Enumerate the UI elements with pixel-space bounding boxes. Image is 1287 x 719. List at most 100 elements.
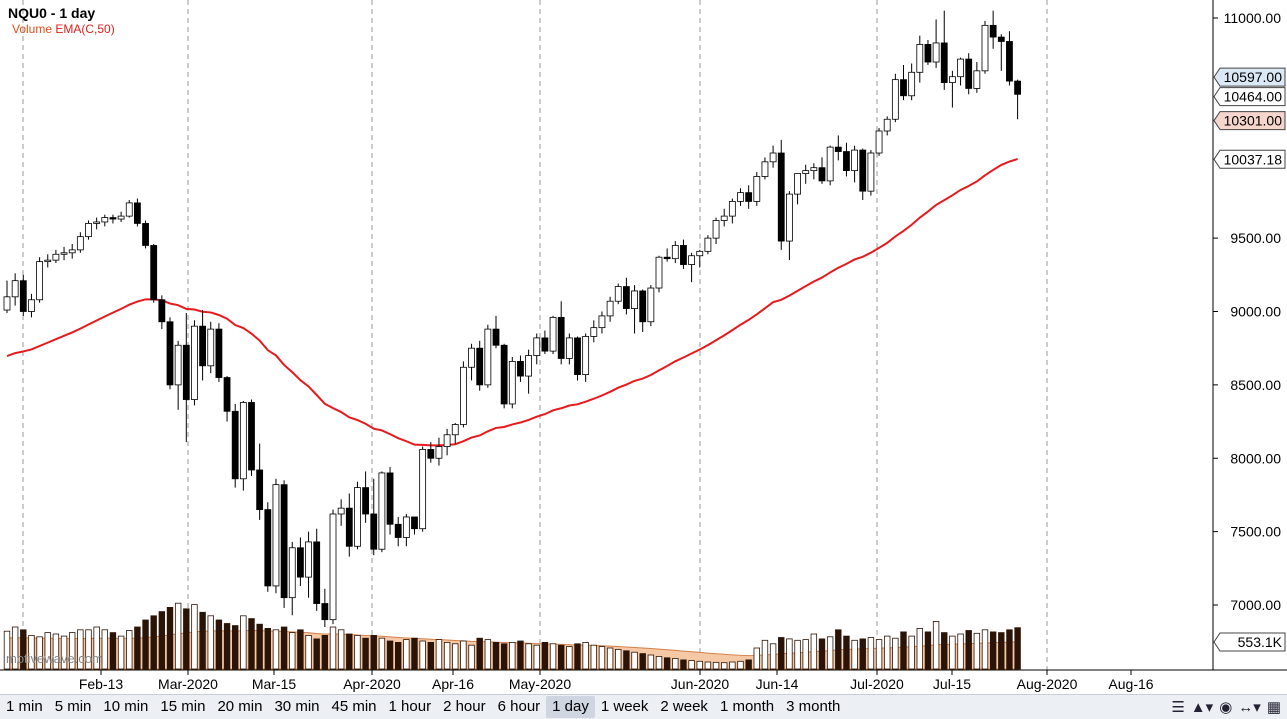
candle-body xyxy=(647,287,655,323)
y-tick-label: 8500.00 xyxy=(1230,377,1281,393)
timeframe-3-month[interactable]: 3 month xyxy=(786,698,841,715)
chart-area[interactable]: 11000.00 9500.00 9000.00 8500.00 8000.00 7500… xyxy=(0,0,1287,694)
timeframe-1-week[interactable]: 1 week xyxy=(600,698,649,715)
volume-bar xyxy=(321,635,329,670)
candle-body xyxy=(696,250,704,257)
volume-bar xyxy=(981,629,989,670)
volume-bar xyxy=(509,642,516,670)
candle-body xyxy=(419,449,427,530)
volume-bar xyxy=(549,643,557,670)
volume-bar xyxy=(289,632,296,670)
chart-type-icon[interactable]: ▲▾ xyxy=(1190,699,1214,716)
candle-body xyxy=(337,507,345,515)
volume-bar xyxy=(468,644,475,670)
timeframe-15-min[interactable]: 15 min xyxy=(160,698,206,715)
volume-bar xyxy=(582,642,589,670)
volume-bar xyxy=(142,619,149,670)
x-tick-label: Jul-2020 xyxy=(850,676,904,692)
volume-bar xyxy=(916,628,923,670)
candle-body xyxy=(11,280,19,298)
y-tick-label: 11000.00 xyxy=(1224,10,1282,26)
timeframe-1-hour[interactable]: 1 hour xyxy=(388,698,432,715)
volume-bar xyxy=(264,628,271,670)
volume-bar xyxy=(134,626,141,670)
volume-bar xyxy=(973,632,981,670)
volume-bar xyxy=(313,638,320,670)
toolbox-icon[interactable]: ▦ xyxy=(1266,699,1281,716)
candle-body xyxy=(288,547,296,599)
timeframe-2-hour[interactable]: 2 hour xyxy=(443,698,486,715)
timeframe-5-min[interactable]: 5 min xyxy=(54,698,92,715)
volume-bar xyxy=(672,658,679,670)
candle-body xyxy=(859,149,867,192)
candle-body xyxy=(940,42,948,83)
candle-body xyxy=(631,290,638,309)
volume-bar xyxy=(427,642,434,670)
timeframe-1-month[interactable]: 1 month xyxy=(719,698,775,715)
candle-body xyxy=(468,347,475,368)
candle-body xyxy=(223,377,231,412)
candle-body xyxy=(623,286,630,309)
ema-label: EMA(C,50) xyxy=(55,22,115,36)
candle-body xyxy=(305,541,312,578)
candle-body xyxy=(248,402,255,471)
timeframe-2-week[interactable]: 2 week xyxy=(660,698,708,715)
timeframe-45-min[interactable]: 45 min xyxy=(331,698,377,715)
candle-body xyxy=(166,321,174,386)
candle-body xyxy=(655,256,663,289)
volume-bar xyxy=(231,625,239,670)
volume-bar xyxy=(533,644,540,670)
volume-bar xyxy=(329,626,337,670)
candle-body xyxy=(19,280,27,312)
candle-body xyxy=(28,299,35,312)
candle-body xyxy=(345,507,353,547)
chart-legend: NQU0 - 1 day Volume EMA(C,50) xyxy=(8,5,115,37)
volume-bar xyxy=(965,630,972,670)
timeframe-30-min[interactable]: 30 min xyxy=(274,698,320,715)
scale-icon[interactable]: ↔▾ xyxy=(1238,699,1261,716)
volume-bar xyxy=(843,635,850,670)
candle-body xyxy=(557,316,565,359)
volume-bar xyxy=(769,643,777,670)
candle-body xyxy=(737,192,744,202)
x-tick-label: Aug-2020 xyxy=(1017,676,1078,692)
candle-body xyxy=(370,513,378,550)
timeframe-1-day[interactable]: 1 day xyxy=(546,696,595,718)
volume-bar xyxy=(892,637,899,670)
price-chart[interactable]: 11000.00 9500.00 9000.00 8500.00 8000.00 7500… xyxy=(0,0,1287,694)
volume-bar xyxy=(924,631,932,670)
candle-body xyxy=(52,253,60,261)
x-tick-label: Feb-13 xyxy=(79,676,124,692)
candle-body xyxy=(484,328,492,386)
volume-bar xyxy=(44,632,51,670)
volume-bar xyxy=(794,639,801,670)
y-tick-label: 7500.00 xyxy=(1230,524,1281,540)
volume-bar xyxy=(174,602,182,670)
volume-bar xyxy=(337,629,345,670)
candle-body xyxy=(614,286,622,302)
menu-icon[interactable]: ☰ xyxy=(1171,699,1185,716)
volume-bar xyxy=(28,635,35,670)
candle-body xyxy=(199,325,207,367)
candle-body xyxy=(671,245,679,260)
volume-bar xyxy=(69,632,76,670)
candle-body xyxy=(215,328,223,378)
candle-body xyxy=(867,152,875,192)
x-tick-label: Jul-15 xyxy=(933,676,971,692)
candle-body xyxy=(851,149,858,172)
volume-bar xyxy=(884,635,891,670)
candle-body xyxy=(598,315,606,329)
candle-body xyxy=(386,472,394,525)
eye-icon[interactable]: ◉ xyxy=(1219,699,1233,716)
candle-body xyxy=(125,202,133,217)
timeframe-20-min[interactable]: 20 min xyxy=(217,698,263,715)
volume-bar xyxy=(932,621,940,670)
volume-bar xyxy=(378,637,386,670)
candles xyxy=(3,10,1021,628)
timeframe-6-hour[interactable]: 6 hour xyxy=(497,698,541,715)
timeframe-10-min[interactable]: 10 min xyxy=(103,698,149,715)
volume-bar xyxy=(541,642,549,670)
timeframe-1-min[interactable]: 1 min xyxy=(6,698,43,715)
volume-bar xyxy=(680,659,687,670)
volume-bar xyxy=(949,635,956,670)
